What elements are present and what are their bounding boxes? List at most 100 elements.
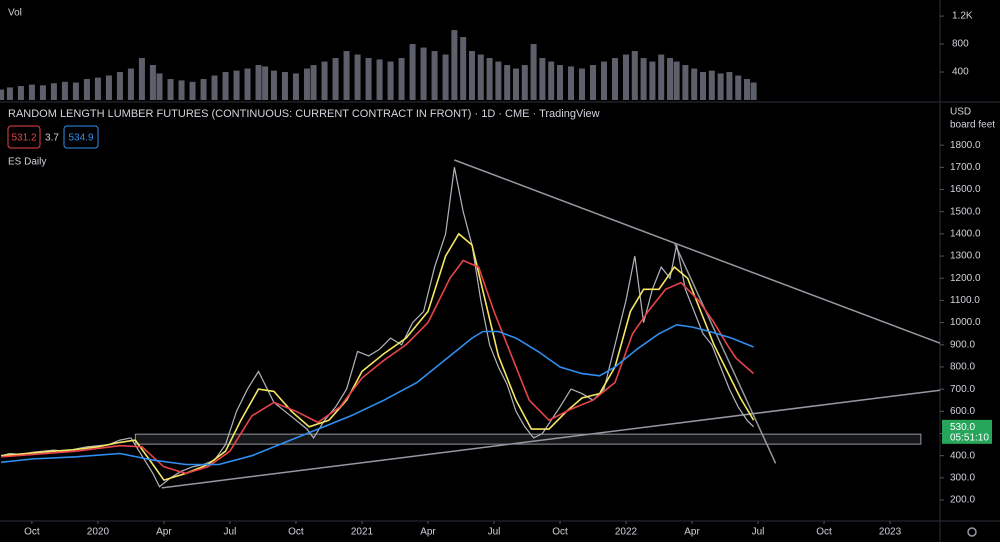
indicator-box[interactable] <box>7 125 41 149</box>
volume-bar <box>682 65 689 100</box>
volume-bar <box>691 68 698 100</box>
last-price-box <box>942 419 992 444</box>
volume-bar <box>0 89 5 100</box>
volume-bar <box>717 73 724 100</box>
volume-bar <box>521 65 528 100</box>
volume-bar <box>623 54 630 100</box>
x-tick-label: Apr <box>156 527 172 538</box>
volume-bar <box>590 65 597 100</box>
volume-bar <box>658 54 665 100</box>
moving-average <box>1 323 754 466</box>
support-box <box>134 433 922 445</box>
volume-bar <box>270 70 277 100</box>
volume-bar <box>442 54 449 100</box>
price-line <box>0 167 755 488</box>
volume-bar <box>156 73 163 100</box>
moving-average <box>1 232 755 482</box>
volume-bar <box>292 73 299 100</box>
volume-bar <box>105 75 112 100</box>
volume-tick-label: 400 <box>952 67 969 78</box>
y-tick-label: 200.0 <box>950 495 975 506</box>
x-tick-label: 2020 <box>87 527 110 538</box>
volume-bar <box>530 44 537 100</box>
y-tick-label: 800.0 <box>950 362 975 373</box>
currency-label: USD <box>950 107 971 118</box>
volume-bar <box>222 72 229 100</box>
x-tick-label: Apr <box>420 527 436 538</box>
y-tick-label: 1600.0 <box>950 184 981 195</box>
y-tick-label: 700.0 <box>950 384 975 395</box>
last-price: 530.0 <box>950 422 975 433</box>
volume-bar <box>61 81 68 100</box>
volume-bar <box>649 61 656 100</box>
volume-bar <box>262 66 269 100</box>
volume-bar <box>548 61 555 100</box>
chart-title: RANDOM LENGTH LUMBER FUTURES (CONTINUOUS… <box>8 108 600 120</box>
volume-bar <box>744 79 751 100</box>
indicator-value: 534.9 <box>68 133 93 144</box>
y-tick-label: 1000.0 <box>950 317 981 328</box>
trend-line <box>673 242 777 464</box>
trend-line <box>454 159 941 344</box>
volume-bar <box>28 84 35 100</box>
volume-bar <box>332 58 339 100</box>
volume-bar <box>149 65 156 100</box>
volume-bar <box>17 86 24 100</box>
volume-bar <box>460 37 467 100</box>
trend-line <box>161 389 941 489</box>
volume-bar <box>255 65 262 100</box>
x-tick-label: Oct <box>816 527 832 538</box>
volume-bar <box>189 81 196 100</box>
volume-bar <box>735 75 742 100</box>
x-tick-label: 2022 <box>615 527 638 538</box>
volume-bar <box>451 30 458 100</box>
study-label: ES Daily <box>8 157 46 168</box>
y-tick-label: 400.0 <box>950 450 975 461</box>
volume-bar <box>700 72 707 100</box>
x-tick-label: Oct <box>24 527 40 538</box>
x-tick-label: 2023 <box>879 527 902 538</box>
volume-bar <box>200 79 207 100</box>
countdown: 05:51:10 <box>950 432 989 443</box>
volume-bar <box>601 61 608 100</box>
volume-bar <box>376 59 383 100</box>
volume-bar <box>138 58 145 100</box>
volume-bar <box>343 51 350 100</box>
volume-bar <box>578 68 585 100</box>
volume-bar <box>83 79 90 100</box>
volume-bar <box>409 44 416 100</box>
indicator-box[interactable] <box>63 125 99 149</box>
volume-bar <box>567 66 574 100</box>
unit-label: board feet <box>950 120 995 131</box>
volume-bar <box>504 65 511 100</box>
x-tick-label: Oct <box>288 527 304 538</box>
x-tick-label: Jul <box>752 527 765 538</box>
volume-bar <box>631 51 638 100</box>
x-tick-label: Jul <box>224 527 237 538</box>
volume-bar <box>127 68 134 100</box>
x-tick-label: 2021 <box>351 527 374 538</box>
volume-bar <box>750 82 757 100</box>
volume-bar <box>556 65 563 100</box>
settings-icon[interactable] <box>967 527 977 537</box>
volume-bar <box>365 58 372 100</box>
x-tick-label: Jul <box>488 527 501 538</box>
volume-bar <box>398 58 405 100</box>
volume-bar <box>431 51 438 100</box>
volume-bar <box>667 58 674 100</box>
volume-bar <box>281 72 288 100</box>
volume-bar <box>640 58 647 100</box>
y-tick-label: 1500.0 <box>950 206 981 217</box>
volume-bar <box>486 58 493 100</box>
volume-bar <box>387 61 394 100</box>
volume-bar <box>708 70 715 100</box>
x-tick-label: Oct <box>552 527 568 538</box>
indicator-value: 3.7 <box>45 133 59 144</box>
moving-average <box>1 259 755 475</box>
y-tick-label: 1200.0 <box>950 273 981 284</box>
y-tick-label: 1400.0 <box>950 229 981 240</box>
x-tick-label: Apr <box>684 527 700 538</box>
volume-bar <box>539 58 546 100</box>
